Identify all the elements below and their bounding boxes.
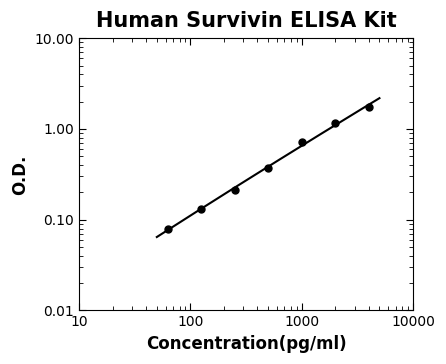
Title: Human Survivin ELISA Kit: Human Survivin ELISA Kit bbox=[95, 11, 396, 31]
X-axis label: Concentration(pg/ml): Concentration(pg/ml) bbox=[146, 335, 346, 353]
Y-axis label: O.D.: O.D. bbox=[11, 154, 29, 194]
